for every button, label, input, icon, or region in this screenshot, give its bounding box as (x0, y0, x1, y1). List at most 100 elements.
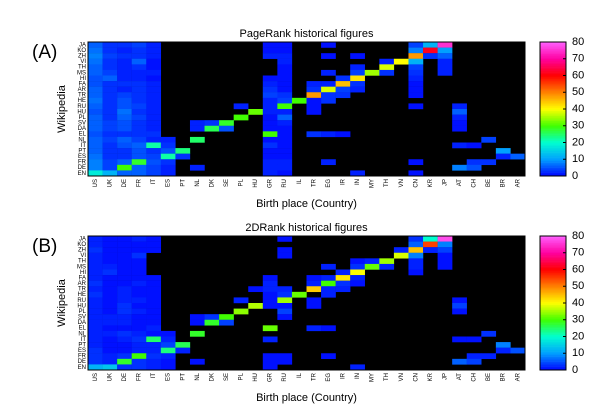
heat-cell (452, 103, 467, 110)
heat-cell (146, 47, 162, 54)
heat-cell (321, 53, 336, 59)
colorbar-segment (540, 366, 566, 369)
heat-cell (277, 81, 293, 87)
heat-cell (189, 125, 205, 132)
heat-cell (291, 97, 307, 104)
heat-cell (146, 325, 162, 332)
x-tick-label: JP (442, 179, 448, 186)
heat-cell (117, 142, 132, 149)
colorbar-segment (540, 114, 566, 116)
heat-cell (379, 263, 395, 270)
heat-cell (146, 303, 162, 309)
colorbar-segment (540, 254, 566, 257)
heat-cell (102, 353, 118, 360)
heat-cell (117, 164, 132, 171)
heat-cell (146, 92, 162, 99)
colorbar-segment (540, 75, 566, 78)
colorbar-segment (540, 57, 566, 60)
colorbar-segment (540, 262, 566, 265)
heat-cell (117, 297, 132, 304)
heat-cell (131, 170, 147, 177)
colorbar-segment (540, 339, 566, 342)
heat-cell (102, 131, 118, 138)
colorbar-segment (540, 356, 566, 359)
heat-cell (102, 64, 118, 71)
y-tick-label: DA (78, 126, 86, 132)
heat-cell (204, 319, 220, 326)
heat-cell (262, 364, 278, 371)
colorbar-segment (540, 329, 566, 332)
colorbar-segment (540, 297, 566, 300)
heat-cell (88, 120, 103, 126)
heat-cell (219, 120, 234, 126)
colorbar-tick-label: 10 (572, 347, 584, 359)
colorbar-segment (540, 110, 566, 113)
heat-cell (481, 353, 497, 360)
heat-cell (262, 164, 278, 171)
heat-cell (248, 109, 263, 115)
heat-cell (102, 247, 118, 253)
heat-cell (277, 58, 293, 65)
heat-cell (408, 92, 424, 99)
heat-cell (88, 297, 103, 304)
colorbar-segment (540, 140, 566, 143)
colorbar-tick-label: 30 (572, 120, 584, 132)
heat-cell (364, 69, 380, 76)
colorbar-segment (540, 341, 566, 344)
colorbar-segment (540, 125, 566, 128)
heat-cell (88, 286, 103, 293)
heat-cell (321, 69, 336, 76)
colorbar-tick-label: 70 (572, 53, 584, 65)
colorbar-segment (540, 142, 566, 145)
heat-cell (350, 263, 365, 270)
y-tick-label: PL (79, 115, 87, 121)
heat-cell (277, 125, 293, 132)
heat-cell (88, 131, 103, 138)
colorbar-segment (540, 80, 566, 83)
heat-cell (408, 103, 424, 110)
x-axis-label: Birth place (Country) (256, 392, 357, 404)
heat-cell (277, 47, 293, 54)
panel-label: (B) (32, 236, 57, 257)
heat-cell (262, 47, 278, 54)
colorbar-segment (540, 78, 566, 81)
heat-cell (131, 308, 147, 315)
colorbar-segment (540, 318, 566, 321)
heat-cell (146, 364, 162, 371)
x-axis-label: Birth place (Country) (256, 198, 357, 210)
heat-cell (131, 286, 147, 293)
colorbar-segment (540, 316, 566, 319)
x-tick-label: SE (224, 373, 230, 381)
heat-cell (160, 148, 176, 154)
heat-cell (146, 241, 162, 248)
heat-cell (350, 269, 365, 276)
colorbar-segment (540, 236, 566, 238)
plot-frame (87, 41, 526, 177)
x-tick-label: IL (297, 372, 303, 378)
heat-cell (350, 86, 365, 93)
heat-cell (277, 86, 293, 93)
heat-cell (364, 263, 380, 270)
heat-cell (495, 148, 511, 154)
y-tick-label: TH (78, 65, 86, 71)
x-tick-label: AR (515, 372, 521, 381)
heat-cell (117, 286, 132, 293)
heat-cell (262, 280, 278, 287)
x-tick-label: US (93, 373, 99, 381)
heat-cell (131, 319, 147, 326)
heat-cell (423, 236, 438, 242)
x-tick-label: PL (239, 178, 245, 186)
x-tick-label: GR (268, 178, 274, 188)
heat-cell (102, 308, 118, 315)
colorbar-segment (540, 252, 566, 255)
colorbar-segment (540, 351, 566, 354)
colorbar-segment (540, 70, 566, 73)
heat-cell (102, 347, 118, 354)
heat-cell (146, 291, 162, 298)
colorbar-segment (540, 259, 566, 262)
heat-cell (88, 336, 103, 343)
heat-cell (437, 247, 453, 253)
heat-cell (88, 252, 103, 259)
colorbar-segment (540, 291, 566, 294)
heat-cell (117, 86, 132, 93)
